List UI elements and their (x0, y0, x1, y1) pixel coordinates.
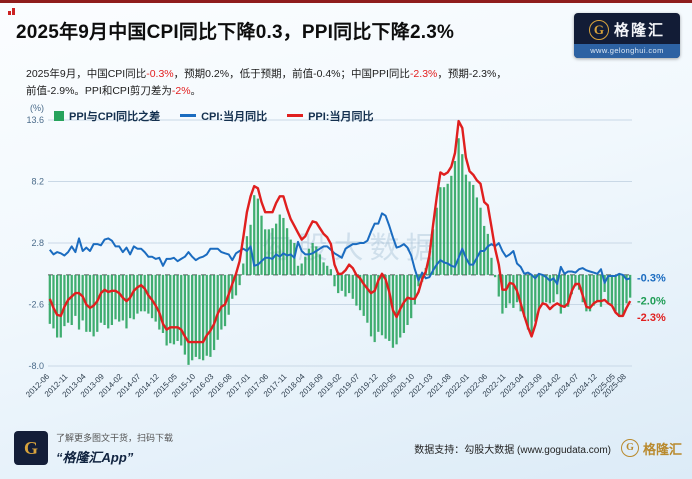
download-hint: 了解更多图文干货，扫码下载 (56, 432, 174, 443)
data-support-text: 数据支持：勾股大数据 (www.gogudata.com) (414, 444, 611, 456)
footer-left: G 了解更多图文干货，扫码下载 “格隆汇App” (14, 431, 173, 466)
legend-swatch-ppi-icon (287, 114, 304, 118)
app-logo-icon: G (14, 431, 48, 465)
legend-swatch-cpi-icon (180, 114, 197, 118)
gelonghui-brand-name: 格隆汇 (613, 22, 665, 39)
footer: G 了解更多图文干货，扫码下载 “格隆汇App” 数据支持：勾股大数据 (www… (0, 423, 692, 479)
footer-brand-logo: G 格隆汇 (620, 439, 682, 458)
trend-icon (8, 8, 15, 15)
legend-label-cpi: CPI:当月同比 (201, 110, 268, 123)
footer-app-texts: 了解更多图文干货，扫码下载 “格隆汇App” (56, 431, 173, 466)
svg-text:-2.0%: -2.0% (637, 295, 666, 307)
subtitle-segment: ，预期-2.3%，前值-2.9%。PPI和CPI剪刀差为 (26, 68, 507, 97)
svg-text:-2.3%: -2.3% (637, 312, 666, 324)
svg-text:2.8: 2.8 (31, 238, 44, 248)
brand-name: 格隆汇 (642, 441, 682, 457)
subtitle-segment: ，预期0.2%，低于预期，前值-0.4%；中国PPI同比 (173, 68, 410, 80)
header: 2025年9月中国CPI同比下降0.3，PPI同比下降2.3% G 格隆汇 ww… (0, 3, 692, 58)
legend-item-ppi: PPI:当月同比 (287, 108, 373, 124)
subtitle-segment: 2025年9月，中国CPI同比 (26, 68, 147, 80)
legend-swatch-diff-icon (54, 110, 64, 121)
subtitle-value: -2% (171, 84, 191, 97)
svg-text:-2.6: -2.6 (28, 299, 44, 309)
chart-area: PPI与CPI同比之差 CPI:当月同比 PPI:当月同比 13.6 8.2 2.8… (8, 102, 684, 427)
app-name: “格隆汇App” (56, 449, 134, 465)
svg-text:13.6: 13.6 (26, 115, 44, 125)
page-title: 2025年9月中国CPI同比下降0.3，PPI同比下降2.3% (16, 22, 455, 43)
legend-label-ppi: PPI:当月同比 (308, 110, 374, 123)
subtitle-segment: 。 (190, 84, 202, 97)
gelonghui-monogram-icon: G (588, 19, 609, 40)
subtitle-value: -2.3% (409, 68, 438, 80)
subtitle-text: 2025年9月，中国CPI同比-0.3%，预期0.2%，低于预期，前值-0.4%… (26, 66, 512, 100)
svg-text:-8.0: -8.0 (28, 361, 44, 371)
svg-text:-0.3%: -0.3% (637, 272, 666, 284)
legend-label-diff: PPI与CPI同比之差 (69, 110, 161, 123)
brand-ring-icon: G (620, 439, 639, 457)
trend-bar (12, 8, 15, 15)
footer-right: 数据支持：勾股大数据 (www.gogudata.com) G 格隆汇 (414, 439, 682, 458)
gelonghui-logo: G 格隆汇 www.gelonghui.com (574, 13, 680, 58)
legend-item-cpi: CPI:当月同比 (180, 108, 267, 124)
svg-text:勾股大数据: 勾股大数据 (262, 231, 442, 264)
chart-legend: PPI与CPI同比之差 CPI:当月同比 PPI:当月同比 (54, 108, 373, 124)
svg-text:(%): (%) (30, 103, 44, 113)
gelonghui-logo-top: G 格隆汇 (574, 13, 680, 44)
legend-item-diff: PPI与CPI同比之差 (54, 108, 160, 124)
trend-bar (8, 11, 11, 15)
gelonghui-url: www.gelonghui.com (574, 44, 680, 58)
subtitle-value: -0.3% (146, 68, 174, 80)
cpi-ppi-chart: 13.68.22.8-2.6-8.0(%)勾股大数据2012-062012-11… (24, 103, 666, 399)
svg-text:8.2: 8.2 (31, 176, 44, 186)
